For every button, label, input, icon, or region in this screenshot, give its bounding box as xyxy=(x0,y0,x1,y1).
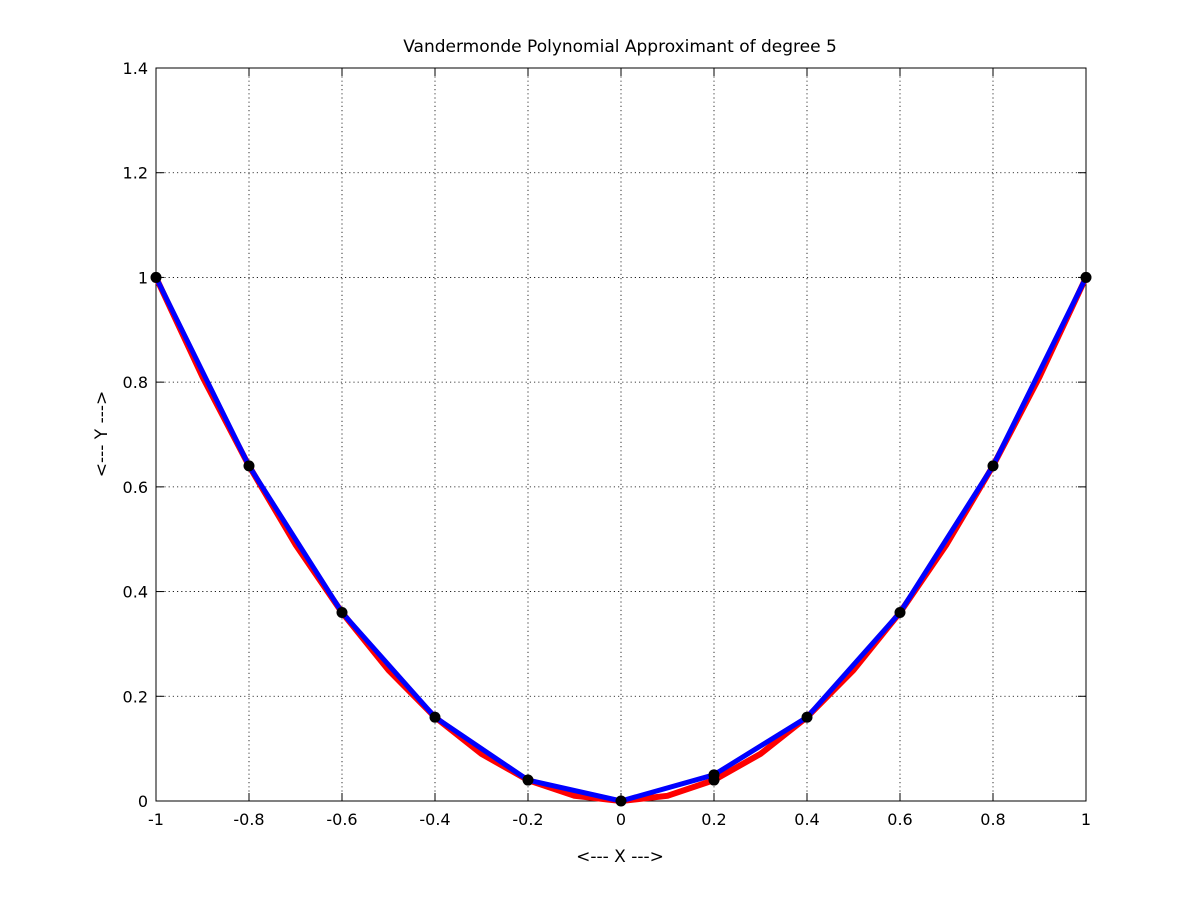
data-point-marker xyxy=(243,460,255,472)
x-tick-label: -0.6 xyxy=(326,810,357,829)
x-tick-label: 0.6 xyxy=(887,810,912,829)
y-tick-label: 0 xyxy=(138,792,148,811)
data-point-marker xyxy=(708,769,720,781)
x-tick-label: -0.2 xyxy=(512,810,543,829)
x-axis-label: <--- X ---> xyxy=(576,847,664,867)
data-point-marker xyxy=(1080,271,1092,283)
y-tick-label: 0.4 xyxy=(123,583,148,602)
y-tick-label: 1.2 xyxy=(123,164,148,183)
x-tick-label: 0.4 xyxy=(794,810,819,829)
y-tick-label: 0.6 xyxy=(123,478,148,497)
chart-title: Vandermonde Polynomial Approximant of de… xyxy=(403,37,837,57)
grid xyxy=(155,67,1087,802)
y-tick-label: 1.4 xyxy=(123,59,148,78)
x-tick-label: 0 xyxy=(616,810,626,829)
data-point-marker xyxy=(150,271,162,283)
ticks xyxy=(155,67,1087,802)
x-tick-label: -0.8 xyxy=(233,810,264,829)
tick-labels: -1 -0.8 -0.6 -0.4 -0.2 0 0.2 0.4 0.6 0.8 1 0 0.2 0.4 0… xyxy=(123,59,1092,829)
data-point-marker xyxy=(429,711,441,723)
x-tick-label: -0.4 xyxy=(419,810,450,829)
data-point-marker xyxy=(336,607,348,619)
data-point-marker xyxy=(801,711,813,723)
x-tick-label: 1 xyxy=(1081,810,1091,829)
y-tick-label: 0.2 xyxy=(123,687,148,706)
y-axis-label: <--- Y ---> xyxy=(92,391,112,478)
y-tick-label: 0.8 xyxy=(123,373,148,392)
y-tick-label: 1 xyxy=(138,268,148,287)
x-tick-label: 0.2 xyxy=(701,810,726,829)
series-group xyxy=(150,271,1092,807)
data-point-marker xyxy=(987,460,999,472)
data-point-marker xyxy=(615,795,627,807)
data-point-marker xyxy=(522,774,534,786)
data-point-marker xyxy=(894,607,906,619)
x-tick-label: 0.8 xyxy=(980,810,1005,829)
x-tick-label: -1 xyxy=(148,810,164,829)
